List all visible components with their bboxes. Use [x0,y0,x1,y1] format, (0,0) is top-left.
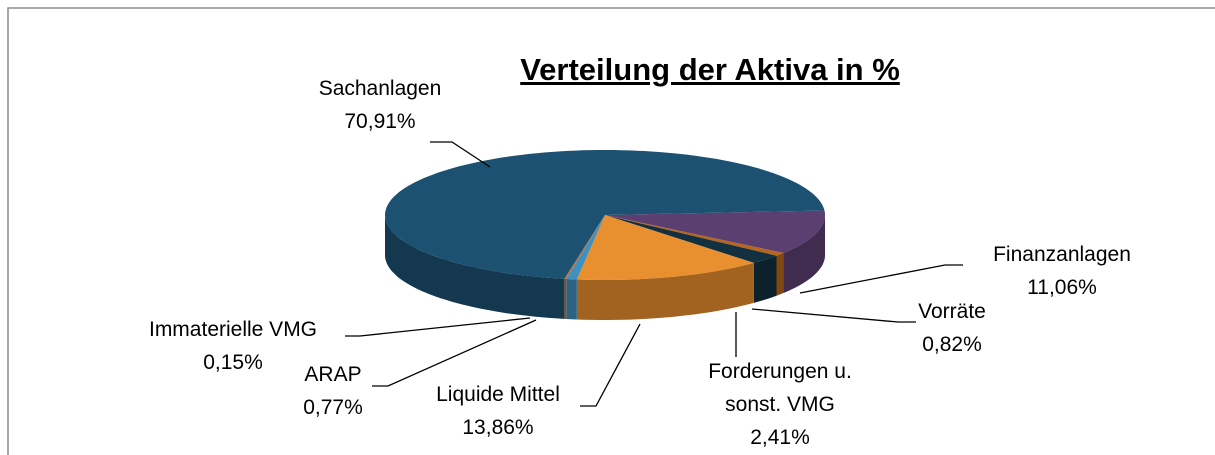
data-label: ARAP 0,77% [283,358,383,425]
leader-line [372,319,537,387]
value-label: 11,06% [1027,276,1097,299]
slice-side-shade [776,253,784,296]
slice [605,215,777,263]
slice-side [566,279,577,320]
value-label: 0,15% [203,351,263,374]
slice [385,150,825,279]
chart-frame [7,7,1215,455]
slice-side [576,262,754,320]
slice-side-shade [564,278,567,319]
category-label: Sachanlagen [318,77,442,100]
slice-side-shade [566,279,577,320]
slice-side [753,255,777,303]
value-label: 2,41% [750,426,810,449]
category-label: ARAP [304,363,362,386]
slice-side-shade [385,215,565,319]
slice [576,215,754,280]
leader-line [751,308,916,323]
data-label: Forderungen u. sonst. VMG 2,41% [690,355,870,455]
category-label: Finanzanlagen [993,243,1131,266]
slice-side-shade [783,215,825,293]
leader-line [430,141,491,168]
value-label: 0,82% [922,333,982,356]
data-label: Finanzanlagen 11,06% [962,238,1162,305]
slice-side-shade [576,262,754,320]
slice-side [564,278,567,319]
value-label: 13,86% [462,416,534,439]
slice [564,215,605,279]
leader-line [799,264,963,294]
slice-side [783,215,825,293]
slice [605,210,825,253]
data-label: Liquide Mittel 13,86% [408,378,588,445]
category-label: Liquide Mittel [436,383,560,406]
leader-line [345,317,531,337]
slice-side [776,253,784,296]
slice-side [385,215,565,319]
value-label: 70,91% [344,110,416,133]
slice [566,215,605,280]
chart-title: Verteilung der Aktiva in % [520,52,900,87]
leader-line [580,323,641,407]
slice [605,215,784,256]
category-label: Forderungen u. sonst. VMG [708,360,852,416]
slice-side-shade [753,255,777,303]
category-label: Vorräte [918,300,986,323]
data-label: Vorräte 0,82% [892,295,1012,362]
value-label: 0,77% [303,396,363,419]
data-label: Immaterielle VMG 0,15% [113,313,353,380]
data-label: Sachanlagen 70,91% [280,72,480,139]
category-label: Immaterielle VMG [148,318,318,341]
